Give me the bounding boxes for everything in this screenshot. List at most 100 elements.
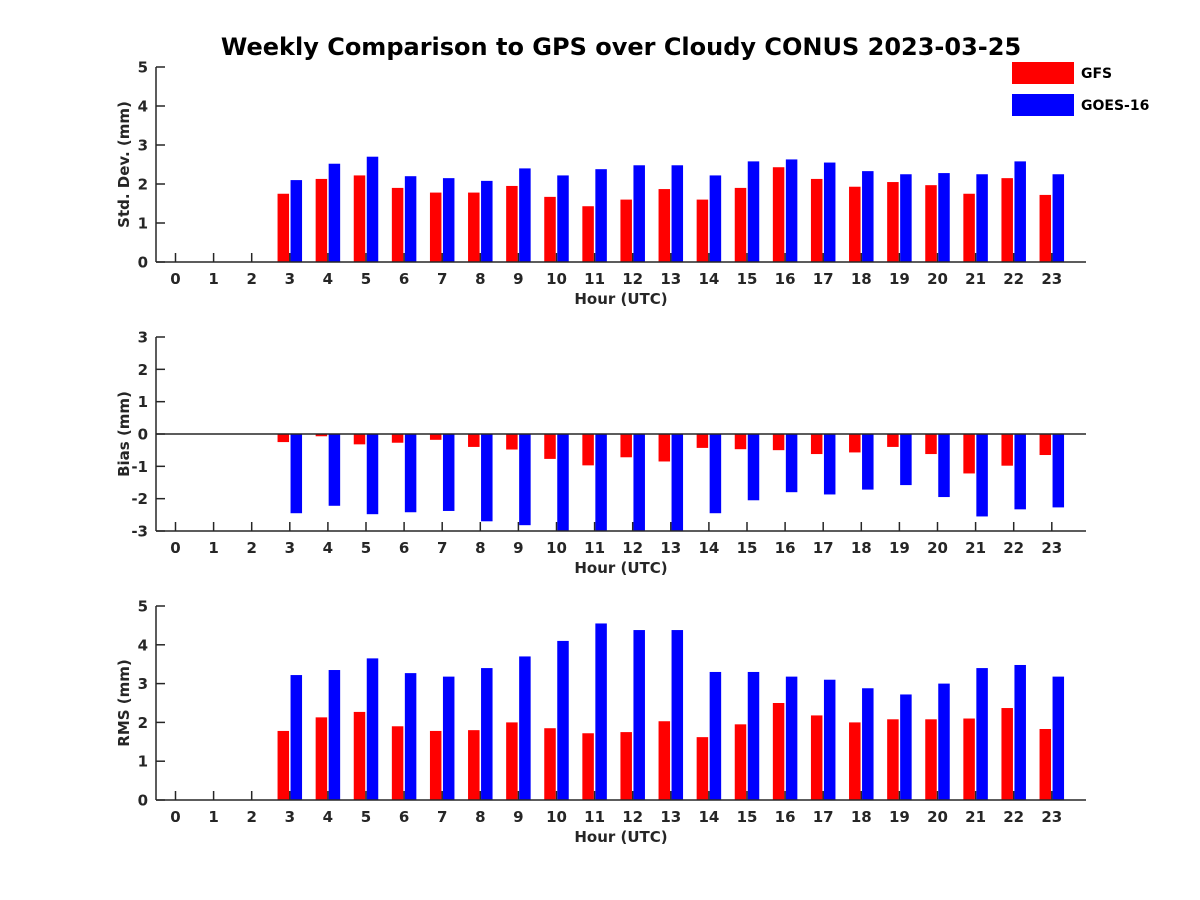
bar-goes-16-hour-5 — [366, 156, 379, 262]
y-tick-label: -1 — [131, 458, 148, 476]
y-axis-label: Bias (mm) — [115, 391, 133, 477]
bar-goes-16-hour-16 — [785, 434, 798, 493]
x-tick-label: 9 — [513, 539, 523, 557]
bar-gfs-hour-6 — [391, 187, 404, 262]
bar-gfs-hour-6 — [391, 434, 404, 443]
x-tick-label: 21 — [965, 808, 986, 826]
x-tick-label: 20 — [927, 539, 948, 557]
x-tick-label: 14 — [698, 808, 719, 826]
series-goes-16 — [290, 623, 1065, 800]
bar-gfs-hour-16 — [772, 703, 785, 800]
bar-gfs-hour-5 — [353, 711, 366, 800]
x-tick-label: 3 — [285, 270, 295, 288]
series-gfs — [277, 167, 1052, 262]
bar-goes-16-hour-14 — [709, 671, 722, 800]
y-tick-label: 5 — [138, 59, 148, 77]
x-tick-label: 15 — [737, 539, 758, 557]
bar-gfs-hour-3 — [277, 193, 290, 262]
bar-goes-16-hour-20 — [938, 173, 950, 262]
x-tick-label: 11 — [584, 539, 605, 557]
bar-goes-16-hour-22 — [1014, 664, 1026, 800]
y-axis-label: RMS (mm) — [115, 659, 133, 746]
series-gfs — [277, 434, 1052, 474]
x-tick-label: 4 — [323, 539, 333, 557]
x-tick-label: 0 — [170, 808, 180, 826]
x-tick-label: 23 — [1041, 808, 1062, 826]
x-tick-label: 10 — [546, 270, 567, 288]
bar-goes-16-hour-13 — [671, 434, 684, 531]
bar-gfs-hour-13 — [658, 189, 671, 262]
x-tick-label: 21 — [965, 539, 986, 557]
bar-gfs-hour-8 — [468, 730, 480, 800]
bar-goes-16-hour-19 — [900, 694, 912, 800]
bar-goes-16-hour-20 — [938, 434, 950, 498]
y-tick-label: 0 — [138, 426, 148, 444]
bar-gfs-hour-3 — [277, 730, 290, 800]
bar-gfs-hour-4 — [315, 434, 328, 437]
legend-swatch-goes-16 — [1012, 94, 1074, 116]
x-tick-label: 1 — [208, 539, 218, 557]
bar-gfs-hour-4 — [315, 717, 328, 800]
x-tick-label: 12 — [622, 270, 643, 288]
y-tick-label: 2 — [138, 361, 148, 379]
x-tick-label: 17 — [813, 270, 834, 288]
x-tick-label: 2 — [246, 270, 256, 288]
x-tick-label: 22 — [1003, 539, 1024, 557]
y-tick-label: 0 — [138, 254, 148, 272]
bar-goes-16-hour-21 — [976, 434, 988, 517]
bar-gfs-hour-19 — [887, 719, 899, 800]
bar-goes-16-hour-8 — [481, 668, 493, 800]
x-tick-label: 18 — [851, 539, 872, 557]
bar-goes-16-hour-10 — [557, 175, 569, 262]
bar-goes-16-hour-12 — [633, 434, 645, 531]
x-tick-label: 2 — [246, 808, 256, 826]
series-goes-16 — [290, 156, 1065, 262]
bar-goes-16-hour-23 — [1052, 174, 1065, 262]
bar-goes-16-hour-5 — [366, 658, 379, 800]
bar-goes-16-hour-19 — [900, 174, 912, 262]
x-tick-label: 22 — [1003, 270, 1024, 288]
bar-goes-16-hour-14 — [709, 434, 722, 514]
bar-goes-16-hour-23 — [1052, 434, 1065, 508]
bar-gfs-hour-8 — [468, 192, 480, 262]
bar-goes-16-hour-17 — [823, 162, 836, 262]
x-tick-label: 14 — [698, 270, 719, 288]
bar-goes-16-hour-5 — [366, 434, 379, 515]
y-tick-label: 1 — [138, 753, 148, 771]
bar-goes-16-hour-3 — [290, 180, 303, 262]
bar-gfs-hour-18 — [849, 434, 861, 453]
bar-gfs-hour-14 — [696, 737, 709, 800]
bar-gfs-hour-7 — [429, 192, 442, 262]
bar-gfs-hour-11 — [582, 733, 594, 800]
x-tick-label: 0 — [170, 270, 180, 288]
bar-goes-16-hour-10 — [557, 640, 569, 800]
y-tick-label: 2 — [138, 714, 148, 732]
bar-gfs-hour-20 — [925, 434, 937, 455]
x-tick-label: 10 — [546, 539, 567, 557]
y-tick-label: 3 — [138, 137, 148, 155]
bar-gfs-hour-5 — [353, 434, 366, 445]
bar-gfs-hour-5 — [353, 175, 366, 262]
x-tick-label: 7 — [437, 539, 447, 557]
bar-goes-16-hour-21 — [976, 668, 988, 800]
y-tick-label: 4 — [138, 636, 148, 654]
x-tick-label: 6 — [399, 270, 409, 288]
x-axis-label: Hour (UTC) — [574, 290, 667, 308]
bar-gfs-hour-23 — [1039, 434, 1052, 456]
bar-goes-16-hour-22 — [1014, 161, 1026, 262]
x-tick-label: 3 — [285, 808, 295, 826]
bar-goes-16-hour-9 — [519, 434, 531, 526]
bar-gfs-hour-18 — [849, 722, 861, 800]
bar-goes-16-hour-10 — [557, 434, 569, 531]
x-tick-label: 7 — [437, 808, 447, 826]
bar-gfs-hour-16 — [772, 167, 785, 262]
x-tick-label: 22 — [1003, 808, 1024, 826]
x-tick-label: 10 — [546, 808, 567, 826]
bar-goes-16-hour-18 — [862, 434, 874, 490]
bar-goes-16-hour-3 — [290, 675, 303, 800]
x-tick-label: 16 — [775, 270, 796, 288]
